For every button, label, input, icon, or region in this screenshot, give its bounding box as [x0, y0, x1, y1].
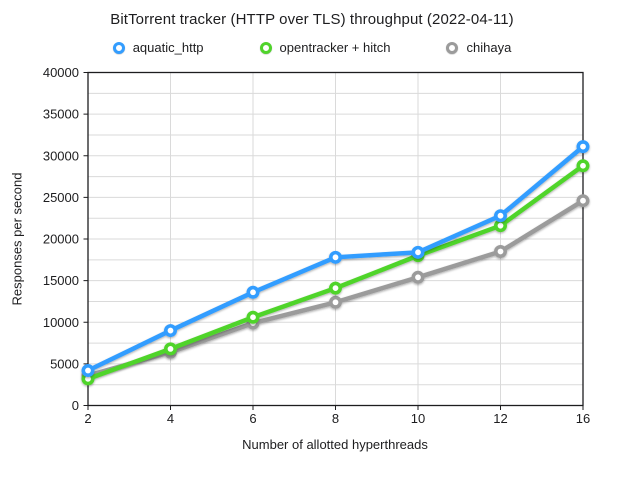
- x-tick-label: 10: [411, 411, 425, 426]
- legend-label: opentracker + hitch: [279, 40, 391, 55]
- legend-item-opentracker-hitch: opentracker + hitch: [259, 40, 391, 55]
- data-point: [493, 209, 507, 223]
- chart-title: BitTorrent tracker (HTTP over TLS) throu…: [110, 11, 514, 28]
- data-point: [328, 295, 342, 309]
- y-tick-label: 25000: [43, 190, 79, 205]
- data-point: [576, 194, 590, 208]
- x-tick-label: 6: [249, 411, 256, 426]
- data-point: [328, 281, 342, 295]
- y-tick-label: 0: [72, 398, 79, 413]
- series-aquatic_http: [81, 140, 590, 378]
- data-point: [81, 364, 95, 378]
- legend-ring-icon: [112, 41, 125, 54]
- y-tick-label: 40000: [43, 65, 79, 80]
- y-tick-label: 35000: [43, 107, 79, 122]
- chart-legend: aquatic_http opentracker + hitch chihaya: [0, 40, 624, 55]
- data-point: [576, 159, 590, 173]
- x-tick-label: 16: [576, 411, 590, 426]
- x-axis-title: Number of allotted hyperthreads: [242, 437, 428, 452]
- y-tick-label: 5000: [50, 356, 79, 371]
- legend-label: chihaya: [466, 40, 512, 55]
- x-tick-label: 8: [332, 411, 339, 426]
- data-point: [493, 219, 507, 233]
- y-tick-label: 20000: [43, 232, 79, 247]
- data-point: [328, 250, 342, 264]
- legend-ring-icon: [259, 41, 272, 54]
- legend-label: aquatic_http: [132, 40, 204, 55]
- legend-item-aquatic_http: aquatic_http: [112, 40, 204, 55]
- legend-ring-icon: [446, 41, 459, 54]
- x-tick-label: 4: [167, 411, 174, 426]
- y-tick-label: 10000: [43, 315, 79, 330]
- data-point: [164, 324, 178, 338]
- y-tick-label: 15000: [43, 273, 79, 288]
- data-point: [164, 342, 178, 356]
- data-point: [493, 244, 507, 258]
- data-point: [411, 270, 425, 284]
- x-tick-label: 12: [493, 411, 507, 426]
- data-point: [576, 140, 590, 154]
- data-point: [246, 310, 260, 324]
- legend-item-chihaya: chihaya: [446, 40, 511, 55]
- y-tick-label: 30000: [43, 148, 79, 163]
- x-tick-label: 2: [84, 411, 91, 426]
- data-point: [246, 285, 260, 299]
- data-point: [411, 245, 425, 259]
